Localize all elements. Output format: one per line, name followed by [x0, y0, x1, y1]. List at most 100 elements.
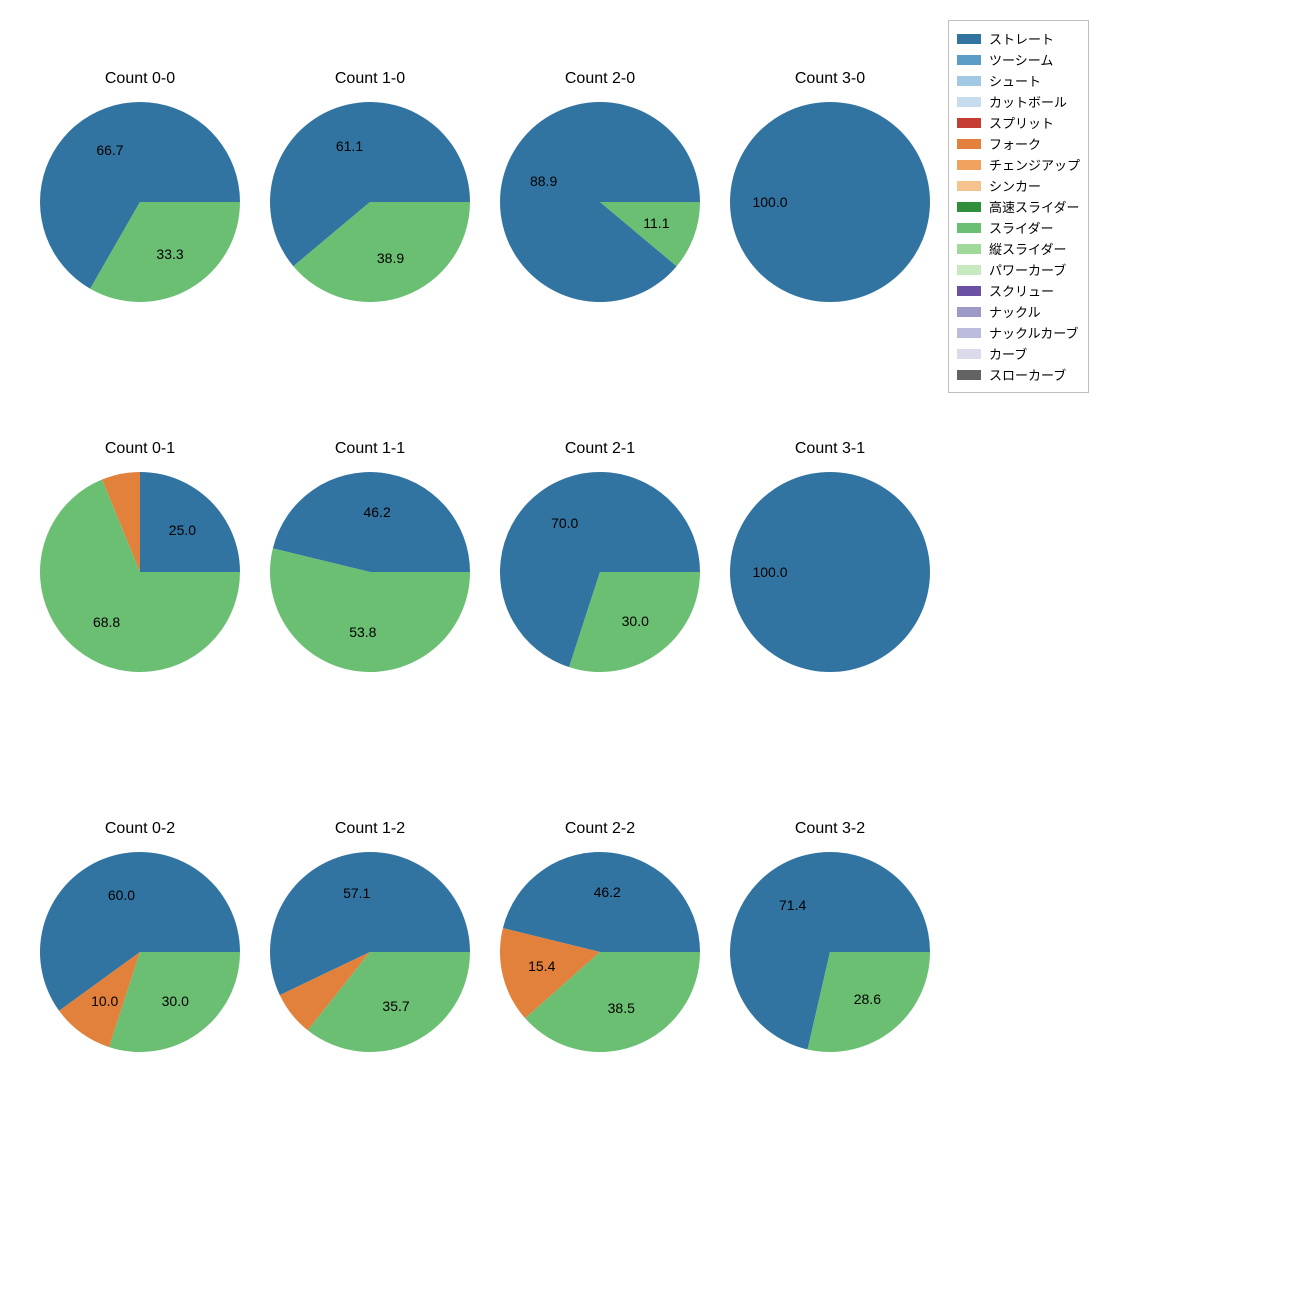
legend-swatch — [957, 160, 981, 170]
pie-title: Count 1-2 — [260, 820, 480, 838]
legend-label: ツーシーム — [989, 50, 1053, 69]
pie-chart-1: Count 1-0 61.138.9 — [260, 70, 480, 302]
pie-svg — [40, 102, 240, 302]
legend-item: 縦スライダー — [957, 239, 1080, 258]
legend-item: フォーク — [957, 134, 1080, 153]
pie-svg — [500, 472, 700, 672]
legend-swatch — [957, 202, 981, 212]
legend-swatch — [957, 181, 981, 191]
pie-title: Count 3-0 — [720, 70, 940, 88]
legend-swatch — [957, 265, 981, 275]
pie-chart-3: Count 3-0 100.0 — [720, 70, 940, 302]
pie-wrap: 25.068.8 — [40, 472, 240, 672]
legend-swatch — [957, 223, 981, 233]
pie-svg — [500, 852, 700, 1052]
pie-wrap: 70.030.0 — [500, 472, 700, 672]
legend-item: 高速スライダー — [957, 197, 1080, 216]
legend-label: カットボール — [989, 92, 1067, 111]
pie-title: Count 0-1 — [30, 440, 250, 458]
legend-item: カーブ — [957, 344, 1080, 363]
pie-chart-8: Count 0-2 60.010.030.0 — [30, 820, 250, 1052]
pie-wrap: 100.0 — [730, 472, 930, 672]
legend-label: スローカーブ — [989, 365, 1066, 384]
legend-swatch — [957, 76, 981, 86]
legend-label: ナックルカーブ — [989, 323, 1078, 342]
legend-label: ナックル — [989, 302, 1041, 321]
pie-svg — [270, 102, 470, 302]
pie-wrap: 57.135.7 — [270, 852, 470, 1052]
pie-slice-straight — [730, 472, 930, 672]
pie-chart-7: Count 3-1 100.0 — [720, 440, 940, 672]
pie-chart-9: Count 1-2 57.135.7 — [260, 820, 480, 1052]
legend-swatch — [957, 97, 981, 107]
legend-item: ストレート — [957, 29, 1080, 48]
legend-label: スライダー — [989, 218, 1053, 237]
pie-wrap: 66.733.3 — [40, 102, 240, 302]
pie-chart-4: Count 0-1 25.068.8 — [30, 440, 250, 672]
legend-label: ストレート — [989, 29, 1054, 48]
legend-label: カーブ — [989, 344, 1027, 363]
pie-title: Count 2-0 — [490, 70, 710, 88]
pie-chart-2: Count 2-0 88.911.1 — [490, 70, 710, 302]
legend-swatch — [957, 55, 981, 65]
legend-swatch — [957, 34, 981, 44]
pie-title: Count 0-2 — [30, 820, 250, 838]
pie-chart-5: Count 1-1 46.253.8 — [260, 440, 480, 672]
legend-item: シュート — [957, 71, 1080, 90]
legend-label: 縦スライダー — [989, 239, 1066, 258]
legend-swatch — [957, 139, 981, 149]
legend-swatch — [957, 349, 981, 359]
legend-swatch — [957, 328, 981, 338]
pie-slice-straight — [730, 102, 930, 302]
pie-wrap: 61.138.9 — [270, 102, 470, 302]
legend-swatch — [957, 370, 981, 380]
pie-chart-10: Count 2-246.215.438.5 — [490, 820, 710, 1052]
pie-svg — [730, 472, 930, 672]
legend-swatch — [957, 118, 981, 128]
pie-svg — [40, 852, 240, 1052]
legend-label: スプリット — [989, 113, 1054, 132]
pie-wrap: 71.428.6 — [730, 852, 930, 1052]
legend-label: シュート — [989, 71, 1041, 90]
pie-title: Count 3-2 — [720, 820, 940, 838]
pie-chart-11: Count 3-2 71.428.6 — [720, 820, 940, 1052]
legend-item: パワーカーブ — [957, 260, 1080, 279]
legend-item: チェンジアップ — [957, 155, 1080, 174]
pie-wrap: 100.0 — [730, 102, 930, 302]
pie-chart-0: Count 0-066.733.3 — [30, 70, 250, 302]
pie-svg — [730, 102, 930, 302]
legend-swatch — [957, 286, 981, 296]
legend-label: チェンジアップ — [989, 155, 1080, 174]
pie-svg — [40, 472, 240, 672]
legend-item: シンカー — [957, 176, 1080, 195]
pie-wrap: 88.911.1 — [500, 102, 700, 302]
legend-item: ナックルカーブ — [957, 323, 1080, 342]
pie-svg — [730, 852, 930, 1052]
legend-label: スクリュー — [989, 281, 1054, 300]
legend-swatch — [957, 244, 981, 254]
legend-item: スプリット — [957, 113, 1080, 132]
pie-chart-6: Count 2-1 70.030.0 — [490, 440, 710, 672]
pie-title: Count 2-1 — [490, 440, 710, 458]
legend-item: カットボール — [957, 92, 1080, 111]
legend-item: ナックル — [957, 302, 1080, 321]
pie-title: Count 1-1 — [260, 440, 480, 458]
pie-title: Count 1-0 — [260, 70, 480, 88]
legend-label: フォーク — [989, 134, 1041, 153]
legend-item: スライダー — [957, 218, 1080, 237]
pie-title: Count 3-1 — [720, 440, 940, 458]
legend-item: ツーシーム — [957, 50, 1080, 69]
pie-svg — [270, 472, 470, 672]
legend-label: シンカー — [989, 176, 1041, 195]
legend-swatch — [957, 307, 981, 317]
pie-svg — [500, 102, 700, 302]
pie-wrap: 46.253.8 — [270, 472, 470, 672]
pie-wrap: 46.215.438.5 — [500, 852, 700, 1052]
pie-slice-straight — [140, 472, 240, 572]
pie-wrap: 60.010.030.0 — [40, 852, 240, 1052]
legend-item: スローカーブ — [957, 365, 1080, 384]
chart-grid: Count 0-066.733.3Count 1-061.138.9Count … — [0, 0, 1300, 1300]
legend-label: パワーカーブ — [989, 260, 1066, 279]
legend-label: 高速スライダー — [989, 197, 1079, 216]
pie-svg — [270, 852, 470, 1052]
